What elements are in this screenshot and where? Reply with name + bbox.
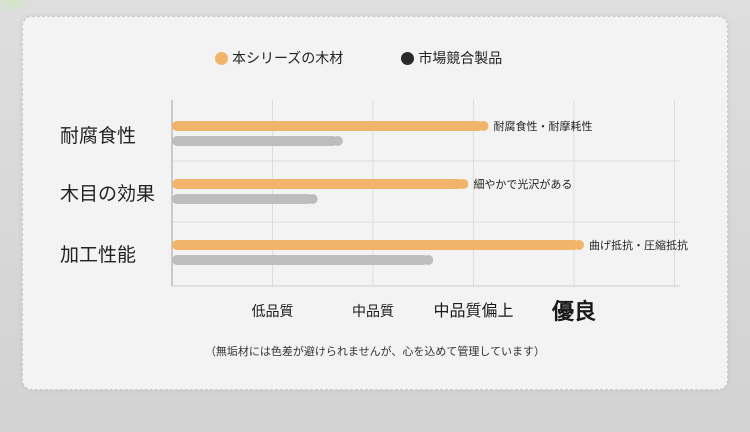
bar-end-cap <box>308 194 318 204</box>
bar-end-cap <box>458 179 468 189</box>
x-tick-label: 優良 <box>551 299 596 325</box>
x-tick-label: 低品質 <box>252 304 294 320</box>
bar-end-cap <box>333 136 343 146</box>
bar-our-wood <box>172 240 579 250</box>
x-tick-label: 中品質偏上 <box>433 301 513 320</box>
footnote: （無垢材には色差が避けられませんが、心を込めて管理しています） <box>0 343 750 359</box>
data-annotation: 曲げ抵抗・圧縮抵抗 <box>589 238 688 252</box>
category-label: 木目の効果 <box>60 183 155 205</box>
bar-competitor <box>172 255 428 265</box>
bar-competitor <box>172 194 313 204</box>
bar-end-cap <box>423 255 433 265</box>
bar-end-cap <box>574 240 584 250</box>
bar-our-wood <box>172 179 463 189</box>
x-tick-label: 中品質 <box>352 304 394 320</box>
category-label: 加工性能 <box>60 244 136 266</box>
category-label: 耐腐食性 <box>60 125 136 147</box>
bar-end-cap <box>479 121 489 131</box>
bar-competitor <box>172 136 338 146</box>
bar-our-wood <box>172 121 484 131</box>
data-annotation: 細やかで光沢がある <box>473 177 572 191</box>
data-annotation: 耐腐食性・耐摩耗性 <box>494 119 593 133</box>
